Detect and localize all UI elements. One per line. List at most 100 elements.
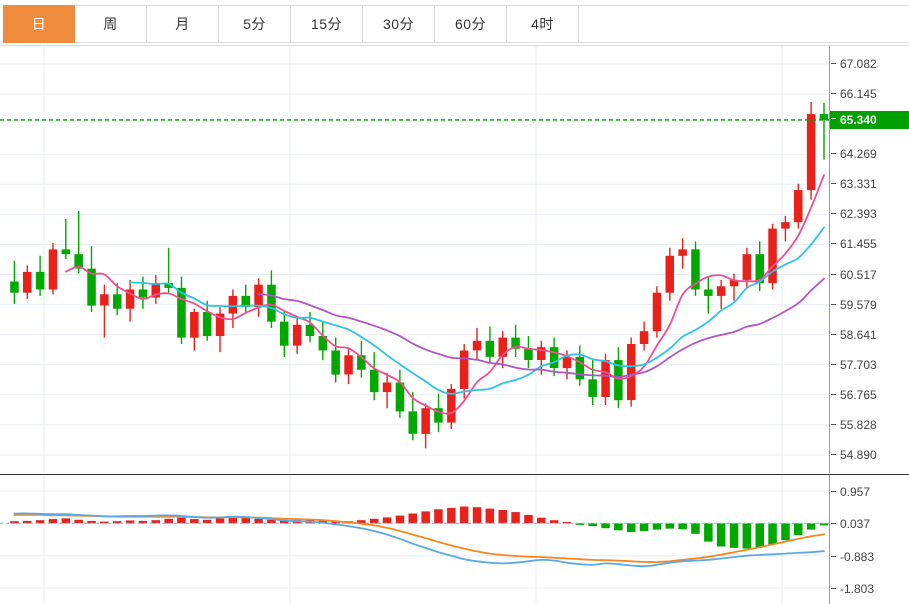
macd-bar	[395, 515, 405, 524]
candle-body	[113, 294, 122, 309]
candle-body	[318, 336, 328, 351]
macd-axis-tick-label: -0.883	[840, 549, 875, 564]
axis-tick-dash	[831, 153, 836, 155]
candle-body	[819, 114, 829, 120]
macd-bar	[10, 521, 19, 524]
price-axis-tick: 58.641	[830, 327, 909, 343]
price-axis-tick: 56.765	[830, 387, 909, 403]
macd-bar	[35, 520, 45, 524]
macd-bar	[627, 523, 636, 533]
candle-body	[421, 408, 430, 434]
candle-body	[434, 408, 443, 423]
macd-axis: 0.957 0.037 -0.883 -1.803	[830, 474, 909, 604]
candle-body	[768, 228, 777, 284]
price-axis-tick-label: 57.703	[840, 357, 877, 372]
period-tabs: 日周月 5分 15分 30分 60分 4时	[3, 5, 909, 43]
macd-bar	[280, 520, 289, 524]
period-tab-4[interactable]: 15分	[291, 5, 363, 43]
candle-body	[61, 249, 71, 255]
ma5-line	[64, 174, 825, 415]
candle-body	[588, 379, 597, 397]
tabbar-filler	[579, 5, 909, 43]
diff-line	[13, 512, 825, 568]
candle-body	[395, 382, 405, 412]
macd-axis-tick: -0.883	[830, 549, 909, 565]
macd-bar	[215, 518, 225, 524]
macd-bar	[575, 523, 585, 525]
candle-body	[331, 350, 340, 375]
axis-tick-dash	[831, 363, 836, 365]
candles-group	[10, 101, 829, 449]
macd-axis-tick-label: 0.957	[840, 485, 871, 499]
macd-bar	[228, 517, 238, 524]
price-chart-canvas[interactable]	[0, 46, 830, 473]
period-tab-3[interactable]: 5分	[219, 5, 291, 43]
candle-body	[498, 337, 507, 357]
price-axis-tick-label: 60.517	[840, 267, 877, 282]
period-tab-2[interactable]: 月	[147, 5, 219, 43]
macd-bar	[588, 523, 597, 527]
candle-body	[164, 283, 173, 288]
axis-tick-dash	[831, 213, 836, 215]
candle-body	[652, 292, 662, 332]
price-axis-tick: 63.331	[830, 176, 909, 192]
macd-bar	[498, 510, 507, 524]
axis-tick-dash	[831, 183, 836, 185]
price-axis-tick: 67.082	[830, 56, 909, 72]
price-axis-tick-label: 62.393	[840, 207, 877, 222]
macd-bar	[691, 523, 700, 534]
macd-bar	[819, 523, 829, 526]
price-axis-tick-label: 66.145	[840, 87, 877, 102]
period-tab-5[interactable]: 30分	[363, 5, 435, 43]
macd-chart-canvas[interactable]	[0, 475, 830, 604]
macd-bar	[23, 520, 32, 524]
period-tab-1[interactable]: 周	[75, 5, 147, 43]
price-axis-tick-label: 56.765	[840, 387, 877, 402]
macd-bar	[125, 520, 135, 524]
macd-bar	[241, 517, 250, 524]
macd-bar	[652, 523, 662, 530]
macd-histogram	[10, 506, 829, 549]
period-tab-7[interactable]: 4时	[507, 5, 579, 43]
price-axis-tick-label: 64.269	[840, 147, 877, 162]
price-axis-tick: 66.145	[830, 86, 909, 102]
price-axis-tick-label: 55.828	[840, 417, 877, 432]
macd-bar	[202, 519, 212, 524]
macd-bar	[601, 523, 610, 529]
price-axis-tick: 57.703	[830, 357, 909, 373]
axis-tick-dash	[831, 93, 836, 95]
macd-bar	[408, 513, 417, 524]
candle-body	[202, 312, 212, 337]
candle-body	[601, 360, 610, 397]
macd-bar	[331, 520, 340, 524]
candle-body	[742, 254, 752, 280]
price-axis-tick-label: 67.082	[840, 57, 877, 71]
candle-body	[678, 249, 687, 256]
candle-body	[190, 312, 199, 338]
candle-body	[575, 356, 585, 380]
candle-body	[665, 255, 674, 293]
macd-bar	[704, 523, 713, 542]
price-axis-tick-label: 63.331	[840, 177, 877, 192]
candle-body	[357, 355, 366, 370]
period-tab-6[interactable]: 60分	[435, 5, 507, 43]
axis-tick-dash	[831, 273, 836, 275]
candle-body	[74, 254, 83, 269]
candle-body	[382, 382, 392, 393]
candle-body	[344, 355, 353, 375]
ma20-line	[257, 277, 825, 379]
price-chart-panel[interactable]	[0, 46, 830, 473]
macd-bar	[48, 519, 58, 524]
axis-tick-dash	[831, 555, 836, 557]
macd-bar	[267, 519, 276, 524]
macd-bar	[716, 523, 726, 547]
candle-body	[459, 350, 469, 389]
price-axis-tick: 59.579	[830, 297, 909, 313]
price-axis-tick: 61.455	[830, 236, 909, 252]
macd-bar	[447, 507, 456, 524]
macd-bar	[614, 523, 623, 531]
period-tab-0[interactable]: 日	[3, 5, 75, 43]
macd-bar	[61, 518, 71, 524]
macd-chart-panel[interactable]	[0, 474, 830, 604]
axis-tick-dash	[831, 117, 836, 119]
